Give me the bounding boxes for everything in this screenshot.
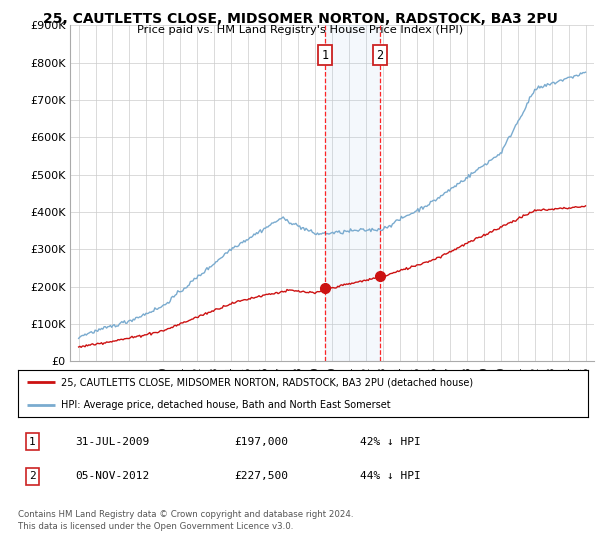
Text: 2: 2 [29,472,35,482]
Text: This data is licensed under the Open Government Licence v3.0.: This data is licensed under the Open Gov… [18,522,293,531]
Text: 1: 1 [29,437,35,447]
Text: £197,000: £197,000 [235,437,289,447]
Text: 44% ↓ HPI: 44% ↓ HPI [360,472,421,482]
Text: Contains HM Land Registry data © Crown copyright and database right 2024.: Contains HM Land Registry data © Crown c… [18,510,353,519]
Text: HPI: Average price, detached house, Bath and North East Somerset: HPI: Average price, detached house, Bath… [61,400,391,410]
Text: 05-NOV-2012: 05-NOV-2012 [75,472,149,482]
Text: 25, CAUTLETTS CLOSE, MIDSOMER NORTON, RADSTOCK, BA3 2PU: 25, CAUTLETTS CLOSE, MIDSOMER NORTON, RA… [43,12,557,26]
Text: 1: 1 [322,49,329,62]
Text: £227,500: £227,500 [235,472,289,482]
Text: 2: 2 [377,49,383,62]
Text: 31-JUL-2009: 31-JUL-2009 [75,437,149,447]
Text: 42% ↓ HPI: 42% ↓ HPI [360,437,421,447]
Text: Price paid vs. HM Land Registry's House Price Index (HPI): Price paid vs. HM Land Registry's House … [137,25,463,35]
Text: 25, CAUTLETTS CLOSE, MIDSOMER NORTON, RADSTOCK, BA3 2PU (detached house): 25, CAUTLETTS CLOSE, MIDSOMER NORTON, RA… [61,377,473,388]
Bar [325,25,380,361]
